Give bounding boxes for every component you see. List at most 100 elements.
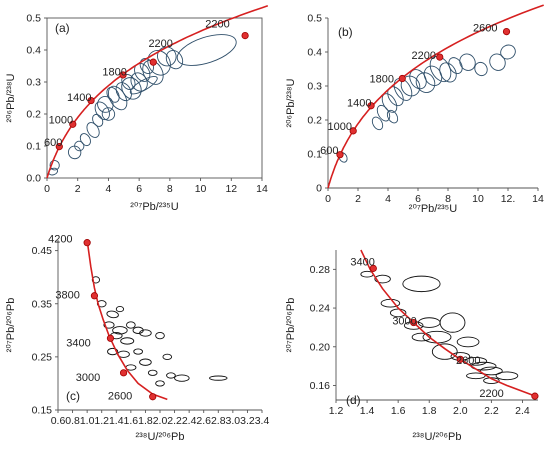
error-ellipse: [115, 82, 132, 102]
error-ellipse: [155, 380, 165, 387]
y-tick-label: 0.5: [26, 13, 41, 25]
concordia-curve: [360, 249, 539, 398]
panel-label: (c): [66, 389, 80, 403]
error-ellipse: [483, 377, 500, 384]
x-tick-label: 2.0: [453, 405, 468, 417]
error-ellipse: [474, 61, 488, 77]
error-ellipse: [176, 34, 237, 66]
concordia-age-marker: [83, 239, 91, 247]
age-label: 1000: [49, 115, 73, 127]
x-tick-label: 1.4: [360, 405, 375, 417]
age-label: 1400: [347, 97, 371, 109]
error-ellipse: [120, 337, 135, 345]
x-tick-label: 6: [136, 183, 142, 195]
age-label: 1400: [67, 92, 91, 104]
x-axis-label: ²³⁸U/²⁰⁶Pb: [412, 431, 461, 443]
age-label: 3400: [66, 337, 90, 349]
error-ellipse: [422, 330, 452, 344]
error-ellipse: [126, 321, 136, 329]
x-tick-label: 1.8: [138, 415, 153, 427]
error-ellipse: [106, 310, 119, 319]
concordia-age-marker: [531, 392, 539, 400]
x-tick-label: 1.0: [80, 415, 95, 427]
error-ellipse: [97, 96, 114, 113]
error-ellipse: [129, 76, 158, 95]
x-tick-label: 1.6: [391, 405, 406, 417]
error-ellipse: [429, 55, 452, 83]
error-ellipse: [67, 145, 82, 160]
concordia-age-marker: [336, 151, 344, 159]
concordia-age-marker: [398, 74, 406, 83]
y-tick-label: 0.28: [310, 264, 331, 276]
error-ellipse: [387, 86, 404, 107]
x-tick-label: 4: [106, 183, 112, 195]
age-label: 2600: [456, 355, 480, 367]
error-ellipse: [448, 57, 463, 74]
age-label: 4200: [48, 234, 72, 246]
error-ellipse: [115, 305, 125, 313]
y-tick-label: 0.16: [310, 380, 331, 392]
y-tick-label: 0.2: [26, 109, 41, 121]
x-tick-label: 0.6: [51, 415, 66, 427]
age-label: 3000: [392, 316, 416, 328]
x-axis-label: ²⁰⁷Pb/²³⁵U: [409, 203, 457, 215]
x-tick-label: 14: [532, 193, 544, 205]
x-tick-label: 1.6: [124, 415, 139, 427]
age-label: 1800: [102, 67, 126, 79]
y-axis-label: ²⁰⁶Pb/²³⁸U: [285, 78, 297, 127]
x-tick-label: 12: [225, 183, 237, 195]
y-tick-label: 0.3: [307, 81, 322, 93]
error-ellipse: [133, 348, 143, 355]
error-ellipse: [386, 109, 399, 124]
error-ellipse: [417, 317, 441, 328]
concordia-age-marker: [436, 53, 444, 61]
y-tick-label: 0.1: [307, 149, 322, 161]
error-ellipse: [166, 372, 176, 379]
x-tick-label: 10: [195, 183, 207, 195]
x-tick-label: 14: [256, 183, 268, 195]
x-tick-label: 1.2: [94, 415, 109, 427]
concordia-age-marker: [119, 369, 128, 377]
error-ellipse: [209, 375, 228, 381]
panel-c: 0.6 0.8 1.0 1.2 1.4 1.6 1.8 2.0 2.2 2.4 2.6 2.8 3.0 3…: [5, 234, 269, 443]
x-tick-label: 2: [75, 183, 81, 195]
x-tick-label: 2.4: [182, 415, 197, 427]
concordia-age-marker: [410, 318, 418, 327]
x-tick-label: 4: [385, 193, 391, 205]
panel-a: 0 2 4 6 8 10 12 14 0.0 0.1 0.2 0.3 0.4 0.5 ²⁰⁷Pb/²³⁵U ²…: [5, 5, 269, 213]
y-tick-label: 0: [316, 183, 322, 195]
age-label: 3000: [76, 372, 100, 384]
concordia-age-marker: [349, 127, 357, 135]
age-label: 3400: [350, 256, 374, 268]
error-ellipse: [142, 59, 164, 85]
x-tick-label: 1.2: [329, 405, 344, 417]
y-tick-label: 0.15: [32, 405, 53, 417]
panel-label: (d): [346, 393, 361, 407]
x-tick-label: 2.2: [167, 415, 182, 427]
x-tick-label: 2.6: [196, 415, 211, 427]
age-label: 1000: [328, 121, 352, 133]
error-ellipse: [139, 329, 152, 337]
error-ellipse: [402, 275, 441, 293]
panel-d: 1.2 1.4 1.6 1.8 2.0 2.2 2.4 0.16 0.20 0.24 0.28 ²³⁸…: [285, 249, 539, 443]
age-label: 600: [320, 145, 338, 157]
error-ellipse: [103, 321, 115, 329]
concordia-age-marker: [87, 96, 95, 105]
error-ellipse: [439, 62, 457, 83]
x-tick-label: 8: [445, 193, 451, 205]
x-axis-label: ²³⁸U/²⁰⁶Pb: [135, 431, 184, 443]
age-label: 3800: [55, 289, 79, 301]
error-ellipse: [74, 140, 85, 152]
error-ellipse: [456, 336, 480, 348]
error-ellipse: [107, 347, 119, 356]
error-ellipse: [439, 312, 466, 333]
error-ellipse: [489, 53, 506, 71]
y-axis-label: ²⁰⁷Pb/²⁰⁶Pb: [285, 298, 297, 353]
x-tick-label: 0: [325, 193, 331, 205]
y-tick-label: 0.35: [32, 298, 53, 310]
x-tick-label: 2: [355, 193, 361, 205]
x-tick-label: 6: [415, 193, 421, 205]
error-ellipse: [174, 374, 190, 382]
error-ellipse: [121, 77, 142, 100]
